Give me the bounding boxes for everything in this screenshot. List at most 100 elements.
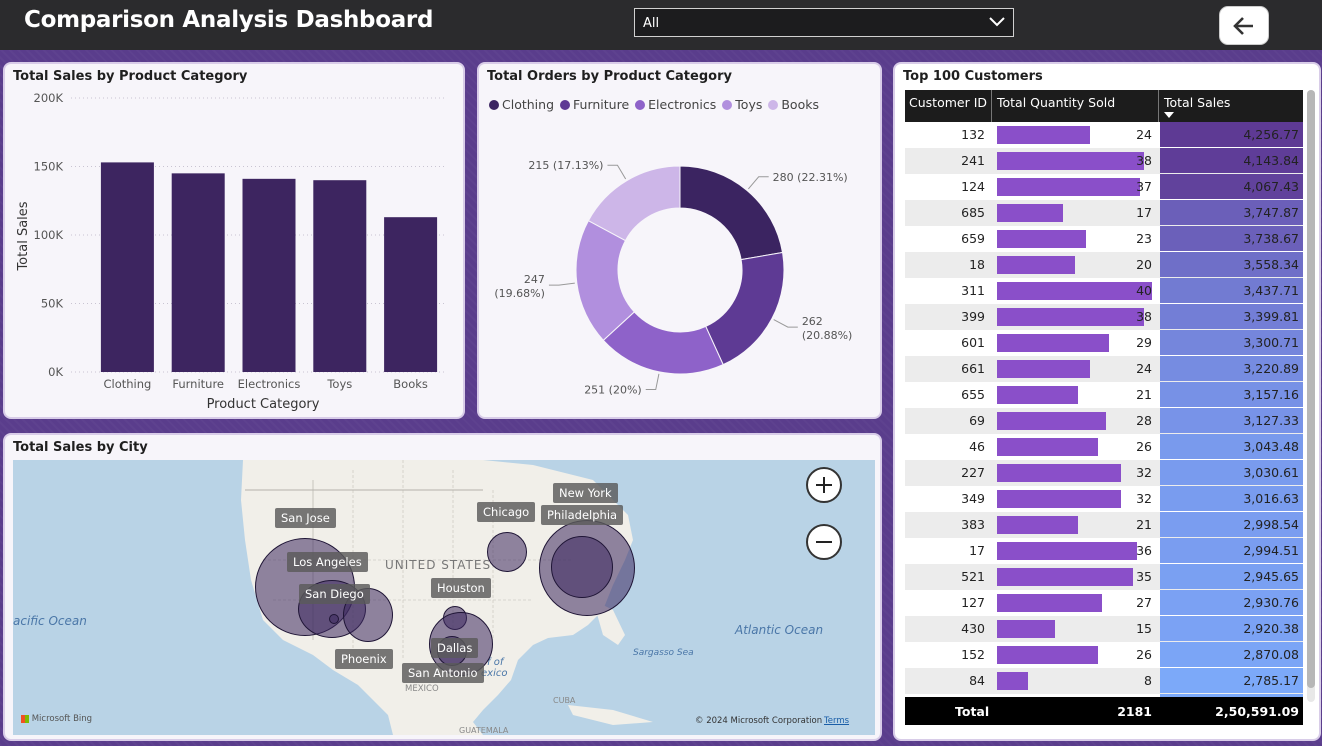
y-tick-label: 200K bbox=[34, 91, 64, 105]
quantity-data-bar bbox=[997, 490, 1121, 508]
table-row[interactable]: 661 24 3,220.89 bbox=[905, 356, 1303, 382]
cell-total-sales bbox=[1160, 694, 1303, 697]
cell-total-sales: 2,998.54 bbox=[1160, 512, 1303, 537]
table-row[interactable]: 69 28 3,127.33 bbox=[905, 408, 1303, 434]
scrollbar-thumb[interactable] bbox=[1307, 90, 1315, 688]
quantity-data-bar bbox=[997, 386, 1079, 404]
windows-icon bbox=[21, 714, 29, 723]
cell-total-sales: 2,930.76 bbox=[1160, 590, 1303, 615]
bubble-san-jose[interactable] bbox=[329, 614, 339, 624]
x-tick-label: Electronics bbox=[238, 377, 301, 391]
bar-furniture bbox=[171, 173, 225, 372]
data-label: 251 (20%) bbox=[584, 384, 642, 397]
col-header-total-sales[interactable]: Total Sales bbox=[1164, 95, 1231, 110]
quantity-data-bar bbox=[997, 594, 1102, 612]
table-row[interactable]: 17 36 2,994.51 bbox=[905, 538, 1303, 564]
leader-line bbox=[607, 164, 627, 180]
table-row[interactable]: 132 24 4,256.77 bbox=[905, 122, 1303, 148]
quantity-value: 24 bbox=[1136, 361, 1152, 376]
table-row[interactable]: 241 38 4,143.84 bbox=[905, 148, 1303, 174]
legend-item-clothing[interactable]: Clothing bbox=[489, 97, 554, 112]
back-button[interactable] bbox=[1219, 6, 1269, 45]
city-map[interactable]: acific Ocean Atlantic Ocean Sargasso Sea… bbox=[13, 460, 875, 735]
col-header-customer-id[interactable]: Customer ID bbox=[909, 95, 988, 110]
cell-customer-id: 17 bbox=[969, 543, 985, 558]
table-row[interactable]: 152 26 2,870.08 bbox=[905, 642, 1303, 668]
table-row[interactable] bbox=[905, 694, 1303, 697]
quantity-value: 28 bbox=[1136, 413, 1152, 428]
category-slicer-dropdown[interactable]: All bbox=[634, 8, 1014, 37]
table-row[interactable]: 601 29 3,300.71 bbox=[905, 330, 1303, 356]
legend-item-books[interactable]: Books bbox=[768, 97, 819, 112]
bubble-philadelphia[interactable] bbox=[551, 536, 613, 598]
table-row[interactable]: 659 23 3,738.67 bbox=[905, 226, 1303, 252]
legend-item-furniture[interactable]: Furniture bbox=[560, 97, 629, 112]
table-body[interactable]: 132 24 4,256.77 241 38 4,143.84 124 37 4,067.43 6… bbox=[905, 122, 1303, 697]
quantity-value: 32 bbox=[1136, 491, 1152, 506]
table-row[interactable]: 227 32 3,030.61 bbox=[905, 460, 1303, 486]
quantity-data-bar bbox=[997, 230, 1087, 248]
quantity-value: 24 bbox=[1136, 127, 1152, 142]
table-row[interactable]: 127 27 2,930.76 bbox=[905, 590, 1303, 616]
table-scrollbar[interactable] bbox=[1307, 90, 1315, 702]
cell-quantity: 40 bbox=[993, 278, 1158, 304]
cell-customer-id: 661 bbox=[961, 361, 985, 376]
table-row[interactable]: 349 32 3,016.63 bbox=[905, 486, 1303, 512]
cell-total-sales: 4,143.84 bbox=[1160, 148, 1303, 173]
table-row[interactable]: 84 8 2,785.17 bbox=[905, 668, 1303, 694]
city-label-san-diego: San Diego bbox=[299, 584, 370, 604]
cell-total-sales: 4,256.77 bbox=[1160, 122, 1303, 147]
region-label-us: UNITED STATES bbox=[385, 558, 492, 572]
bing-label: Microsoft Bing bbox=[31, 714, 93, 724]
city-label-philadelphia: Philadelphia bbox=[541, 505, 624, 525]
city-label-los-angeles: Los Angeles bbox=[287, 552, 368, 572]
y-tick-label: 150K bbox=[34, 160, 64, 174]
cell-total-sales: 2,945.65 bbox=[1160, 564, 1303, 589]
table-row[interactable]: 655 21 3,157.16 bbox=[905, 382, 1303, 408]
cell-customer-id: 659 bbox=[961, 231, 985, 246]
table-row[interactable]: 685 17 3,747.87 bbox=[905, 200, 1303, 226]
cell-quantity: 21 bbox=[993, 512, 1158, 538]
table-row[interactable]: 383 21 2,998.54 bbox=[905, 512, 1303, 538]
table-row[interactable]: 399 38 3,399.81 bbox=[905, 304, 1303, 330]
quantity-data-bar bbox=[997, 672, 1028, 690]
table-row[interactable]: 430 15 2,920.38 bbox=[905, 616, 1303, 642]
cell-total-sales: 3,043.48 bbox=[1160, 434, 1303, 459]
bar-electronics bbox=[242, 178, 296, 372]
ocean-label-pacific: acific Ocean bbox=[13, 614, 87, 628]
zoom-out-button[interactable] bbox=[806, 524, 842, 560]
cell-customer-id: 349 bbox=[961, 491, 985, 506]
quantity-data-bar bbox=[997, 204, 1063, 222]
table-row[interactable]: 124 37 4,067.43 bbox=[905, 174, 1303, 200]
table-row[interactable]: 521 35 2,945.65 bbox=[905, 564, 1303, 590]
legend-item-electronics[interactable]: Electronics bbox=[635, 97, 716, 112]
region-label-gulf1: f of bbox=[487, 657, 504, 668]
quantity-value: 21 bbox=[1136, 517, 1152, 532]
table-row[interactable]: 311 40 3,437.71 bbox=[905, 278, 1303, 304]
map-terms-link[interactable]: Terms bbox=[824, 716, 850, 726]
donut-chart-panel: Total Orders by Product Category Clothin… bbox=[477, 62, 882, 419]
city-label-houston: Houston bbox=[431, 578, 491, 598]
bar-chart: 0K 50K 100K 150K 200K Clothing Furniture Electr… bbox=[16, 91, 445, 412]
quantity-data-bar bbox=[997, 542, 1137, 560]
legend-label: Toys bbox=[735, 97, 763, 112]
bing-logo: Microsoft Bing bbox=[21, 714, 92, 724]
quantity-value: 20 bbox=[1136, 257, 1152, 272]
legend-item-toys[interactable]: Toys bbox=[722, 97, 762, 112]
zoom-in-button[interactable] bbox=[806, 467, 842, 503]
cell-quantity: 32 bbox=[993, 460, 1158, 486]
table-row[interactable]: 46 26 3,043.48 bbox=[905, 434, 1303, 460]
cell-quantity: 26 bbox=[993, 642, 1158, 668]
bar-books bbox=[384, 217, 438, 372]
cell-total-sales: 2,870.08 bbox=[1160, 642, 1303, 667]
col-header-quantity[interactable]: Total Quantity Sold bbox=[997, 95, 1116, 110]
cell-customer-id: 84 bbox=[969, 673, 985, 688]
quantity-data-bar bbox=[997, 516, 1079, 534]
city-label-phoenix: Phoenix bbox=[335, 649, 393, 669]
quantity-value: 21 bbox=[1136, 387, 1152, 402]
x-tick-label: Toys bbox=[326, 377, 352, 391]
quantity-data-bar bbox=[997, 464, 1121, 482]
header-bar: Comparison Analysis Dashboard All bbox=[0, 0, 1322, 50]
bubble-chicago[interactable] bbox=[487, 532, 527, 572]
table-row[interactable]: 18 20 3,558.34 bbox=[905, 252, 1303, 278]
